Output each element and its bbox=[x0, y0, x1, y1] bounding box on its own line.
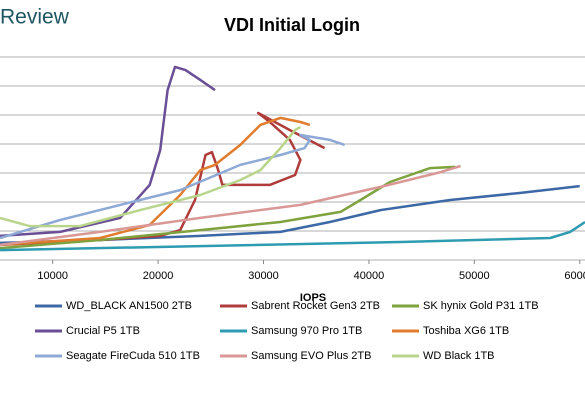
legend-label: SK hynix Gold P31 1TB bbox=[423, 300, 539, 312]
chart-title: VDI Initial Login bbox=[224, 15, 360, 35]
axes: 10000 20000 30000 40000 50000 60000 WD_BLACK A… bbox=[35, 260, 585, 362]
series-line bbox=[0, 111, 326, 247]
legend-label: Samsung 970 Pro 1TB bbox=[251, 325, 362, 337]
x-tick-label: 30000 bbox=[248, 270, 279, 282]
series-line bbox=[0, 116, 311, 247]
plot bbox=[0, 65, 585, 252]
series-line bbox=[0, 220, 585, 252]
legend-label: Crucial P5 1TB bbox=[66, 325, 140, 337]
legend-label: Toshiba XG6 1TB bbox=[423, 325, 509, 337]
legend-label: WD_BLACK AN1500 2TB bbox=[66, 300, 192, 312]
series-line bbox=[0, 65, 216, 238]
x-tick-label: 60000 bbox=[564, 270, 585, 282]
x-tick-label: 50000 bbox=[459, 270, 490, 282]
legend-label: Sabrent Rocket Gen3 2TB bbox=[251, 300, 380, 312]
x-tick-label: 10000 bbox=[37, 270, 68, 282]
x-tick-label: 40000 bbox=[354, 270, 385, 282]
x-axis-label: IOPS bbox=[300, 292, 326, 304]
series-line bbox=[0, 165, 456, 250]
series-line bbox=[0, 125, 302, 228]
x-tick-label: 20000 bbox=[143, 270, 174, 282]
logo: Review bbox=[0, 6, 70, 29]
legend-label: WD Black 1TB bbox=[423, 350, 495, 362]
series-line bbox=[0, 133, 346, 240]
legend-label: Seagate FireCuda 510 1TB bbox=[66, 350, 200, 362]
series-line bbox=[0, 164, 461, 247]
legend-label: Samsung EVO Plus 2TB bbox=[251, 350, 371, 362]
